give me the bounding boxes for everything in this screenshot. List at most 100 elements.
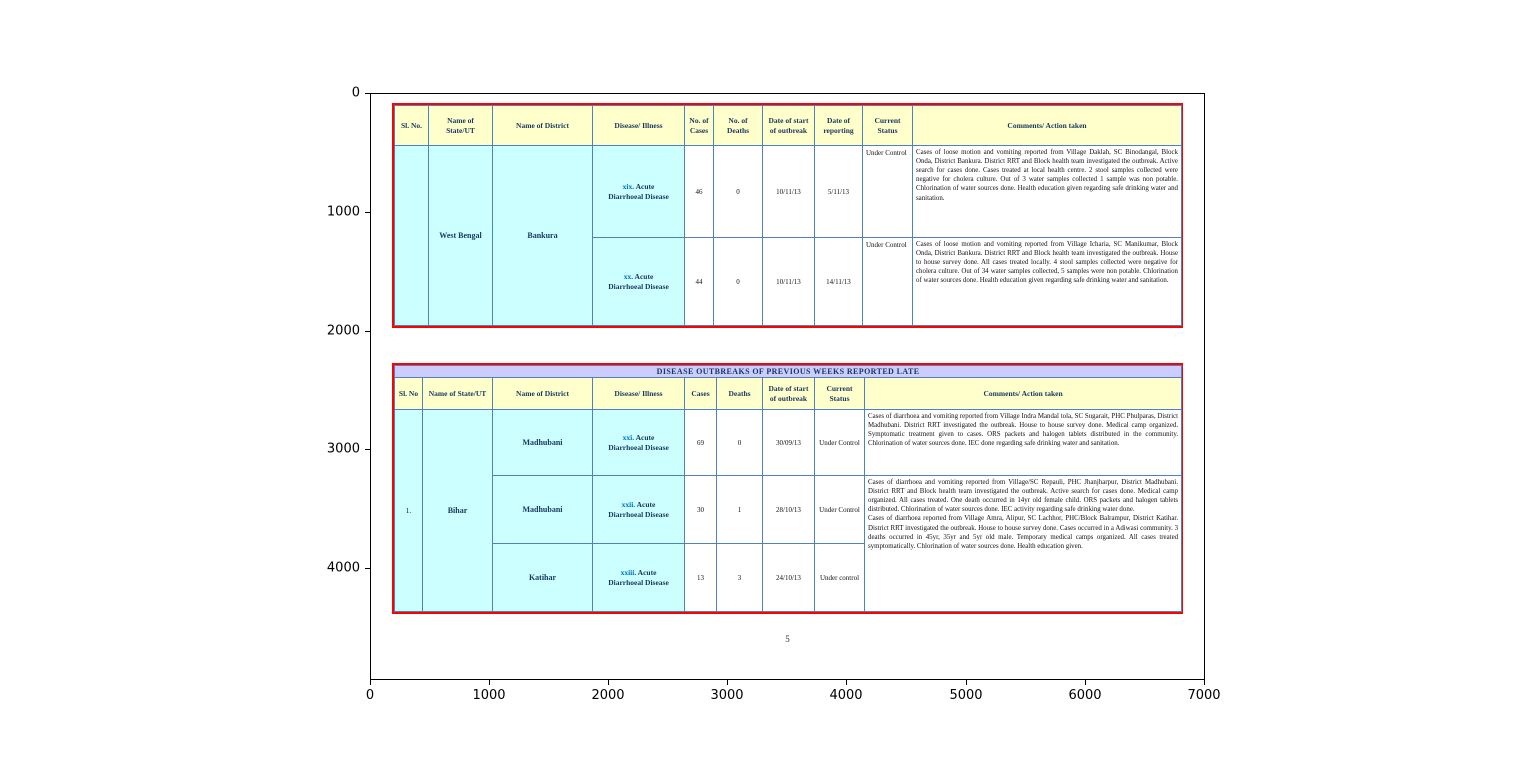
date-reporting-cell: 5/11/13 (814, 145, 863, 238)
sl-no-cell: 1. (394, 409, 423, 612)
date-start-cell: 28/10/13 (762, 475, 815, 544)
x-tick-label: 0 (365, 688, 375, 703)
date-start-cell: 10/11/13 (762, 237, 815, 326)
column-header-district: Name of District (492, 105, 593, 146)
column-header-date-start: Date of start of outbreak (762, 377, 815, 410)
column-header-sl-no: Sl. No (394, 377, 423, 410)
status-cell: Under Control (862, 237, 913, 326)
comment-paragraph: Cases of diarrhoea reported from Village… (868, 515, 1179, 550)
table-row: West Bengal Bankura xix. Acute Diarrhoea… (394, 145, 1182, 326)
column-header-deaths: Deaths (716, 377, 763, 410)
y-tick (365, 331, 370, 332)
column-header-district: Name of District (492, 377, 593, 410)
date-reporting-cell: 14/11/13 (814, 237, 863, 326)
column-header-cases: Cases (684, 377, 717, 410)
district-cell: Katihar (492, 543, 593, 612)
column-header-status: Current Status (862, 105, 913, 146)
deaths-cell: 3 (716, 543, 763, 612)
comments-cell: Cases of diarrhoea and vomiting reported… (863, 475, 1183, 612)
disease-name: Acute Diarrhoeal Disease (608, 567, 669, 587)
cases-cell: 69 (684, 409, 717, 476)
table-title-row: DISEASE OUTBREAKS OF PREVIOUS WEEKS REPO… (393, 365, 1183, 378)
column-header-date-reporting: Date of reporting (814, 105, 863, 146)
disease-name: Acute Diarrhoeal Disease (608, 499, 669, 519)
column-header-sl-no: Sl. No. (394, 105, 429, 146)
column-header-disease: Disease/ Illness (592, 377, 685, 410)
y-tick-label: 1000 (326, 204, 360, 220)
deaths-cell: 1 (716, 475, 763, 544)
table-title: DISEASE OUTBREAKS OF PREVIOUS WEEKS REPO… (393, 365, 1183, 378)
state-cell: West Bengal (428, 145, 493, 326)
header-row: Sl. No. Name of State/UT Name of Distric… (394, 105, 1182, 146)
disease-numeral: xxiii. (620, 567, 637, 577)
table-row: xx. Acute Diarrhoeal Disease 44 0 10/11/… (395, 237, 1182, 326)
deaths-cell: 0 (716, 409, 763, 476)
comments-cell: Cases of loose motion and vomiting repor… (912, 237, 1182, 326)
x-tick (846, 680, 847, 685)
deaths-cell: 0 (713, 237, 763, 326)
x-tick (966, 680, 967, 685)
x-tick-label: 5000 (949, 688, 983, 703)
x-tick (727, 680, 728, 685)
y-tick-label: 4000 (326, 560, 360, 576)
x-tick-label: 2000 (591, 688, 625, 703)
column-header-comments: Comments/ Action taken (863, 377, 1183, 410)
disease-numeral: xxi. (622, 432, 635, 442)
table-row: 1. Bihar Madhubani xxi. Acute Diarrhoeal… (394, 409, 1183, 612)
x-tick-label: 1000 (472, 688, 506, 703)
column-header-status: Current Status (814, 377, 865, 410)
x-tick-label: 7000 (1187, 688, 1221, 703)
y-tick-label: 2000 (326, 323, 360, 339)
disease-name: Acute Diarrhoeal Disease (608, 432, 669, 452)
page-number: 5 (785, 634, 790, 644)
cases-cell: 13 (684, 543, 717, 612)
disease-numeral: xxii. (621, 499, 636, 509)
x-tick (1085, 680, 1086, 685)
state-cell: Bihar (422, 409, 493, 612)
date-start-cell: 24/10/13 (762, 543, 815, 612)
comments-cell: Cases of diarrhoea and vomiting reported… (863, 409, 1183, 476)
disease-cell: xxi. Acute Diarrhoeal Disease (592, 409, 685, 476)
disease-cell: xxiii. Acute Diarrhoeal Disease (592, 543, 685, 612)
cases-cell: 44 (684, 237, 714, 326)
status-cell: Under Control (814, 475, 865, 544)
x-tick-label: 3000 (710, 688, 744, 703)
cases-cell: 46 (684, 145, 714, 238)
column-header-state: Name of State/UT (428, 105, 493, 146)
column-header-deaths: No. of Deaths (713, 105, 763, 146)
disease-numeral: xix. (622, 181, 635, 191)
x-tick-label: 4000 (829, 688, 863, 703)
status-cell: Under Control (814, 409, 865, 476)
deaths-cell: 0 (713, 145, 763, 238)
disease-cell: xx. Acute Diarrhoeal Disease (592, 237, 685, 326)
late-outbreaks-table: DISEASE OUTBREAKS OF PREVIOUS WEEKS REPO… (392, 363, 1183, 614)
column-header-comments: Comments/ Action taken (912, 105, 1182, 146)
header-row: Sl. No Name of State/UT Name of District… (394, 377, 1183, 410)
x-tick (370, 680, 371, 685)
disease-name: Acute Diarrhoeal Disease (608, 181, 669, 201)
sl-no-cell (394, 145, 429, 326)
disease-cell: xix. Acute Diarrhoeal Disease (592, 145, 685, 238)
disease-cell: xxii. Acute Diarrhoeal Disease (592, 475, 685, 544)
column-header-disease: Disease/ Illness (592, 105, 685, 146)
date-start-cell: 30/09/13 (762, 409, 815, 476)
x-tick (608, 680, 609, 685)
column-header-date-start: Date of start of outbreak (762, 105, 815, 146)
x-tick (489, 680, 490, 685)
column-header-state: Name of State/UT (422, 377, 493, 410)
x-tick (1204, 680, 1205, 685)
date-start-cell: 10/11/13 (762, 145, 815, 238)
y-tick-label: 0 (351, 85, 360, 101)
district-cell: Madhubani (492, 475, 593, 544)
comments-cell: Cases of loose motion and vomiting repor… (912, 145, 1182, 238)
status-cell: Under control (814, 543, 865, 612)
comment-paragraph: Cases of diarrhoea and vomiting reported… (868, 479, 1179, 514)
disease-numeral: xx. (623, 271, 634, 281)
district-cell: Madhubani (492, 409, 593, 476)
current-outbreaks-table: Sl. No. Name of State/UT Name of Distric… (392, 103, 1183, 328)
table-row: Madhubani xxii. Acute Diarrhoeal Disease… (395, 475, 1183, 612)
disease-name: Acute Diarrhoeal Disease (608, 271, 669, 291)
x-tick-label: 6000 (1068, 688, 1102, 703)
y-tick (365, 449, 370, 450)
